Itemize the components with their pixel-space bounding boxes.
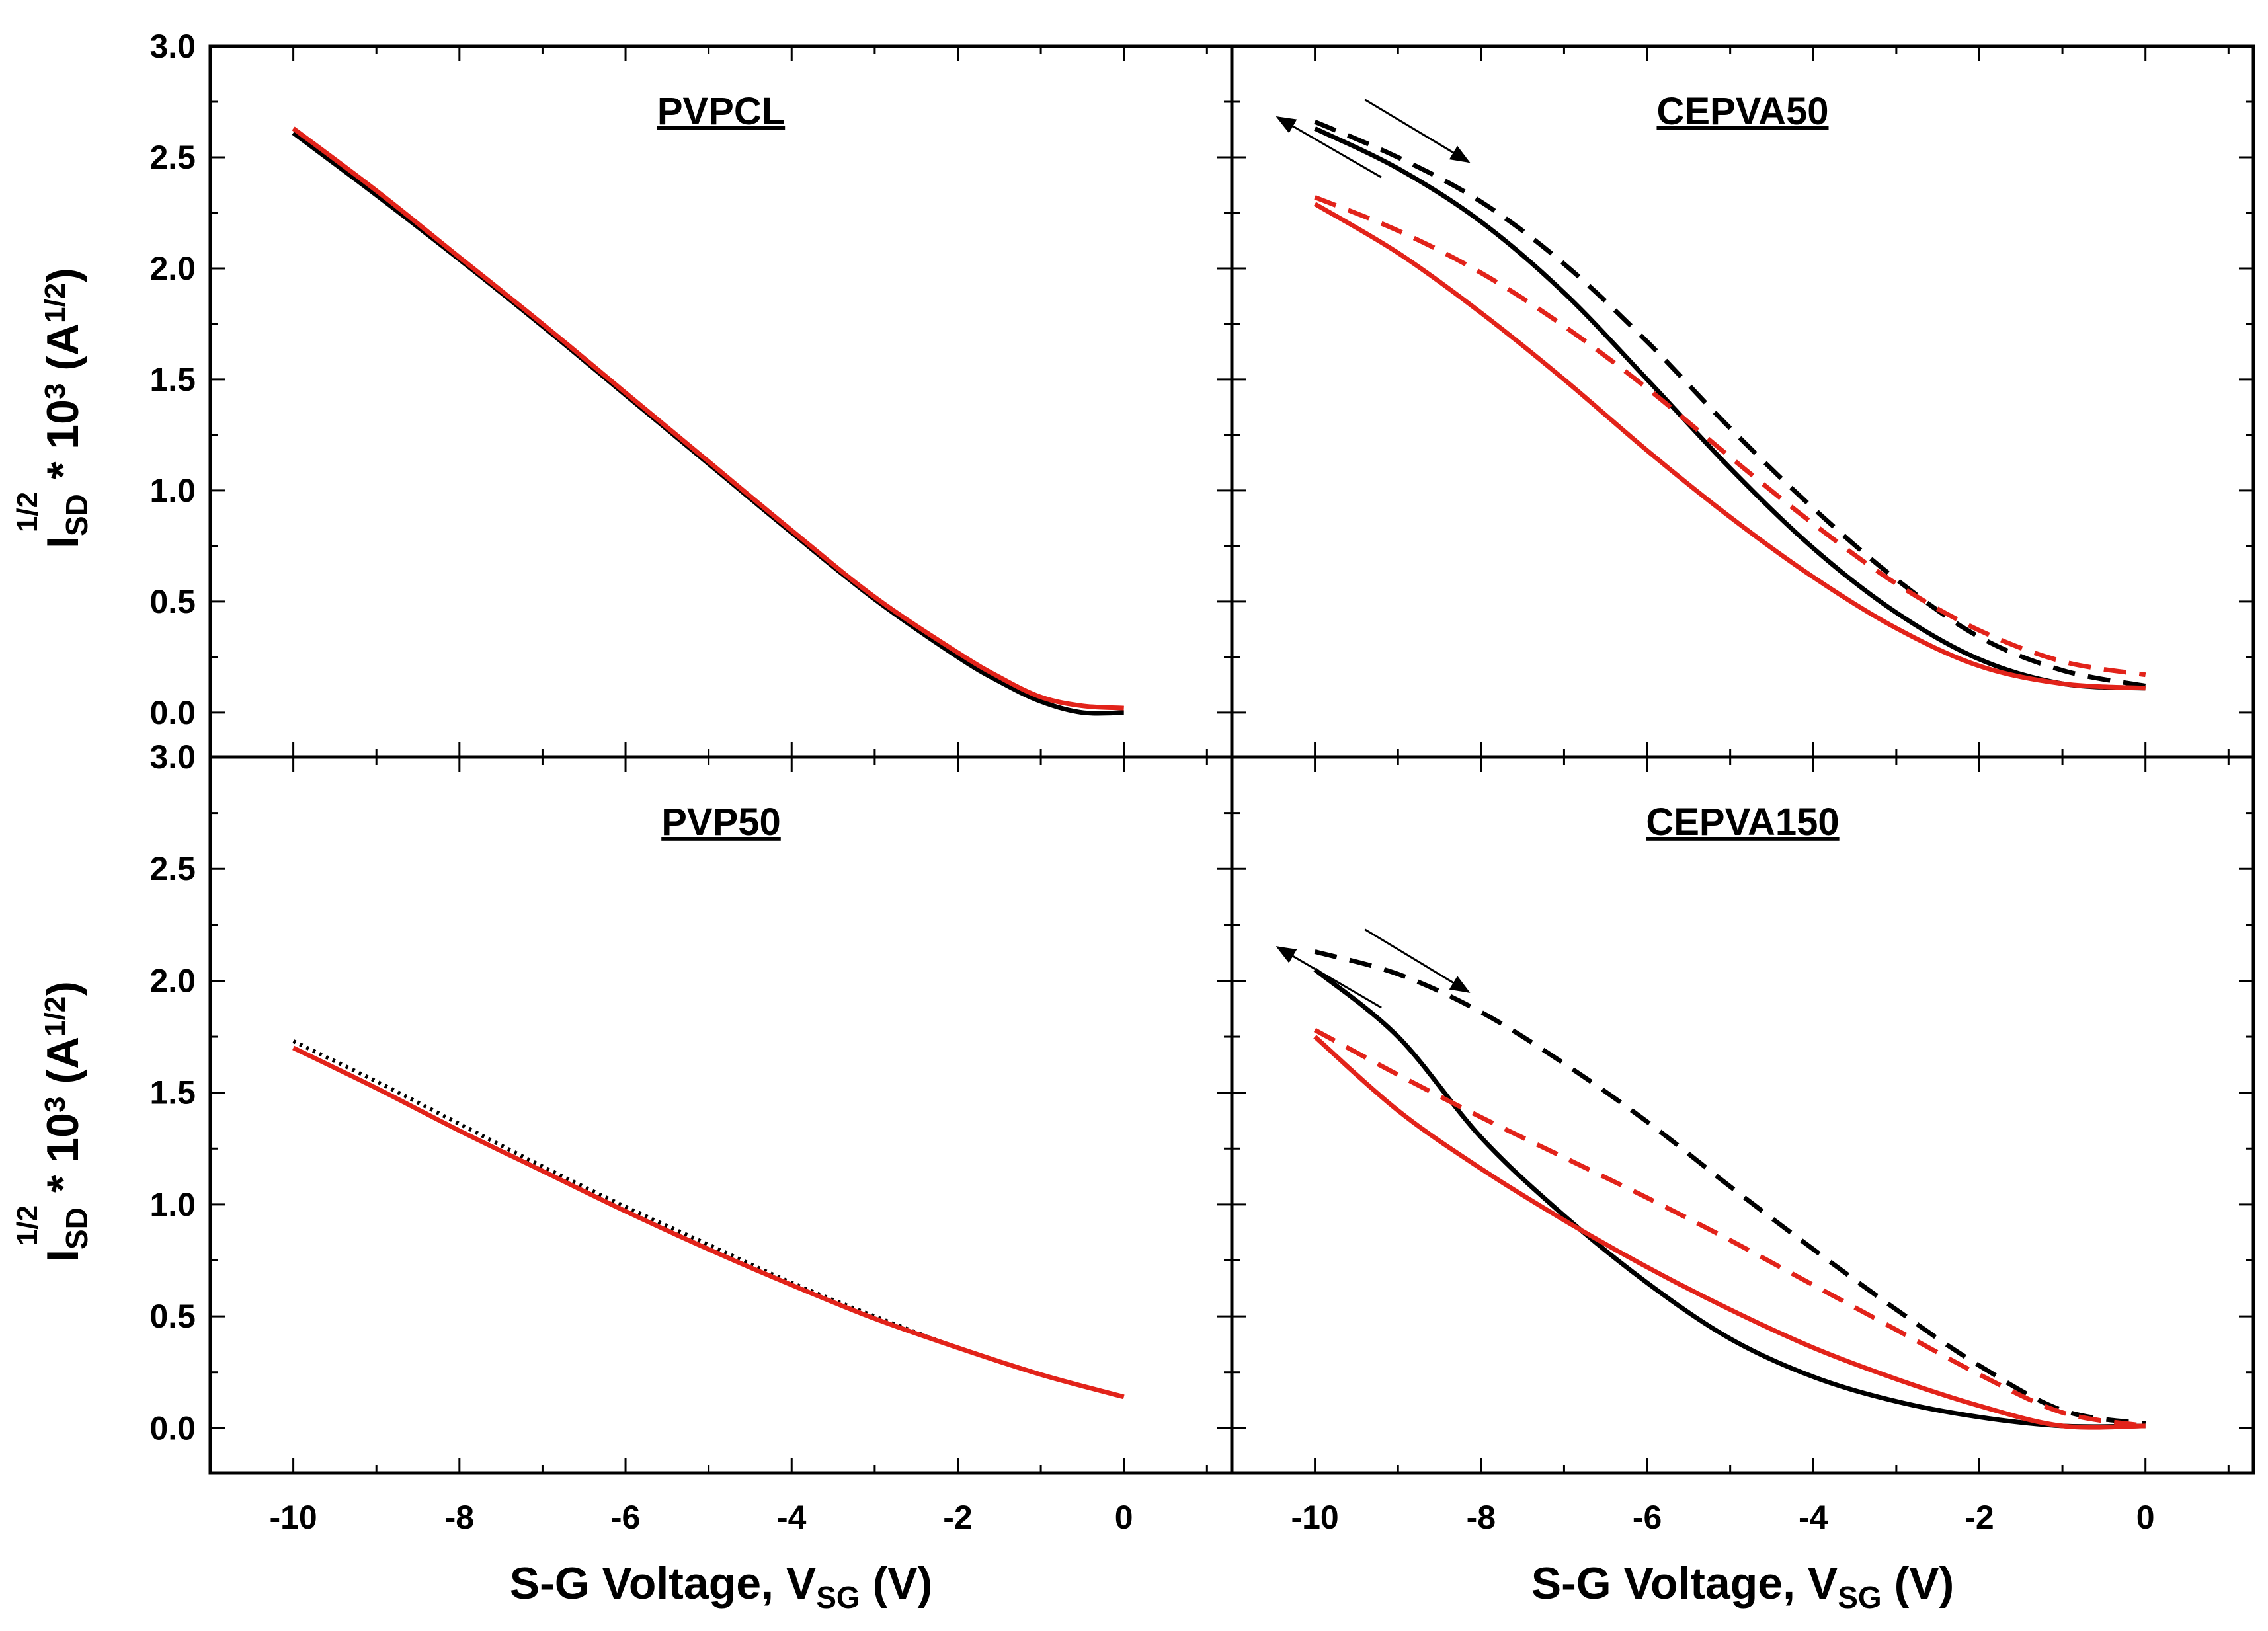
x-tick-label: -2 bbox=[943, 1499, 972, 1536]
series-red-solid bbox=[292, 1045, 1125, 1400]
x-tick-label: 0 bbox=[1115, 1499, 1133, 1536]
series-black-dotted bbox=[292, 1039, 1125, 1399]
panel-CEPVA150 bbox=[1230, 755, 2255, 1475]
panel-title-CEPVA150: CEPVA150 bbox=[1646, 801, 1839, 844]
y-tick-label: 3.0 bbox=[149, 738, 196, 776]
arrow-forward-sweep bbox=[1364, 928, 1471, 993]
panel-frame bbox=[1230, 755, 2255, 1475]
x-tick-label: -6 bbox=[611, 1499, 640, 1536]
panels-group bbox=[208, 44, 2255, 1475]
series-red-solid bbox=[1313, 1035, 2146, 1430]
series-red-forward bbox=[292, 126, 1124, 711]
x-tick-label: -10 bbox=[269, 1499, 317, 1536]
y-tick-label: 0.5 bbox=[149, 583, 196, 620]
x-tick-label: -6 bbox=[1633, 1499, 1662, 1536]
series-red-dashed bbox=[1314, 195, 2146, 678]
arrow-forward-sweep bbox=[1364, 99, 1471, 163]
x-tick-label: -8 bbox=[1467, 1499, 1496, 1536]
panel-frame bbox=[208, 44, 1234, 759]
arrow-reverse-sweep bbox=[1276, 116, 1382, 179]
y-tick-label: 0.0 bbox=[149, 694, 196, 731]
panel-title-CEPVA50: CEPVA50 bbox=[1656, 90, 1828, 133]
y-tick-label: 1.5 bbox=[149, 1074, 196, 1111]
y-tick-label: 0.5 bbox=[149, 1298, 196, 1335]
series-red-solid bbox=[1313, 202, 2146, 691]
panel-PVP50 bbox=[208, 755, 1234, 1475]
y-tick-label: 2.0 bbox=[149, 250, 196, 287]
x-tick-label: -10 bbox=[1291, 1499, 1338, 1536]
panel-title-PVPCL: PVPCL bbox=[657, 90, 785, 133]
y-tick-label: 3.0 bbox=[149, 28, 196, 65]
x-tick-label: -4 bbox=[1799, 1499, 1828, 1536]
y-tick-label: 0.0 bbox=[149, 1410, 196, 1447]
x-tick-label: -2 bbox=[1964, 1499, 1994, 1536]
panel-frame bbox=[208, 755, 1234, 1475]
x-axis-title: S-G Voltage, VSG (V) bbox=[1531, 1558, 1955, 1614]
series-black-solid bbox=[1314, 126, 2146, 691]
y-tick-label: 1.5 bbox=[149, 361, 196, 398]
x-tick-label: -8 bbox=[445, 1499, 474, 1536]
series-black-dashed bbox=[1314, 119, 2146, 688]
x-tick-label: 0 bbox=[2136, 1499, 2155, 1536]
y-tick-label: 2.0 bbox=[149, 962, 196, 999]
panel-CEPVA50 bbox=[1230, 44, 2255, 759]
series-red-dashed bbox=[1313, 1027, 2146, 1429]
y-axis-title: ISD1/2 * 103 (A1/2) bbox=[11, 981, 94, 1262]
y-tick-label: 1.0 bbox=[149, 1186, 196, 1223]
y-tick-label: 2.5 bbox=[149, 850, 196, 887]
x-tick-label: -4 bbox=[777, 1499, 807, 1536]
axes-text-group: PVPCL CEPVA50 PVP50 CEPVA150 0.0 0.5 1.0 1.5 2.0… bbox=[11, 28, 2155, 1614]
x-axis-title: S-G Voltage, VSG (V) bbox=[510, 1558, 933, 1614]
series-black-solid bbox=[1313, 967, 2146, 1429]
y-tick-label: 2.5 bbox=[149, 139, 196, 176]
arrow-reverse-sweep bbox=[1276, 946, 1382, 1009]
series-black-dashed bbox=[1314, 949, 2146, 1426]
panel-title-PVP50: PVP50 bbox=[661, 801, 781, 844]
panel-PVPCL bbox=[208, 44, 1234, 759]
y-tick-label: 1.0 bbox=[149, 472, 196, 509]
y-axis-title: ISD1/2 * 103 (A1/2) bbox=[11, 268, 94, 549]
series-black-forward bbox=[292, 131, 1124, 716]
